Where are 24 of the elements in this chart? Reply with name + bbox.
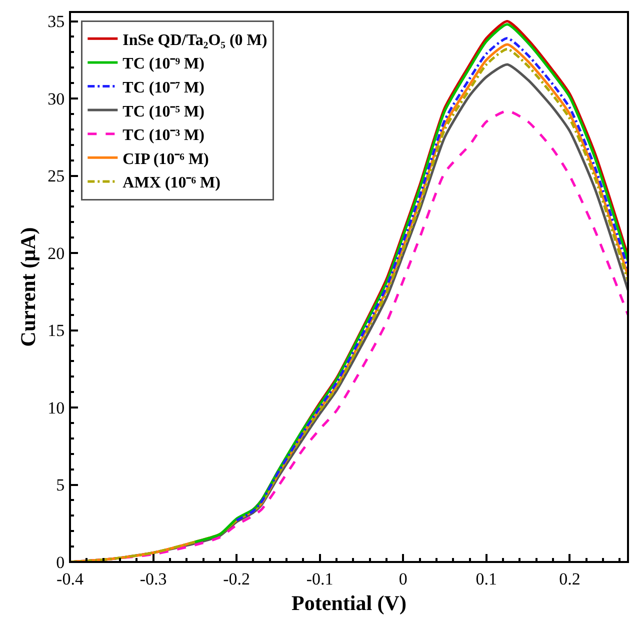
- y-tick-label: 30: [48, 89, 65, 108]
- x-tick-label: 0.1: [476, 569, 498, 588]
- legend-label: TC (10⁻⁷ M): [122, 79, 204, 96]
- legend-label: TC (10⁻⁹ M): [122, 56, 204, 73]
- legend-label: TC (10⁻⁵ M): [122, 103, 204, 120]
- y-tick-label: 10: [48, 398, 65, 418]
- x-tick-label: -0.2: [223, 569, 250, 588]
- y-axis-title: Current (μA): [16, 227, 40, 347]
- x-tick-label: 0: [398, 569, 408, 588]
- x-tick-label: -0.3: [140, 569, 167, 588]
- legend-label: AMX (10⁻⁶ M): [122, 174, 220, 192]
- x-tick-label: 0.2: [559, 569, 580, 588]
- legend-label: InSe QD/Ta₂O₅ (0 M): [122, 32, 268, 49]
- x-tick-label: -0.1: [306, 569, 334, 588]
- legend-label: CIP (10⁻⁶ M): [122, 150, 209, 168]
- y-tick-label: 15: [48, 321, 65, 340]
- x-tick-label: -0.4: [56, 569, 84, 588]
- y-tick-label: 5: [56, 476, 65, 495]
- legend-label: TC (10⁻³ M): [122, 127, 204, 144]
- y-tick-label: 20: [48, 244, 65, 263]
- y-tick-label: 35: [48, 12, 65, 32]
- x-axis-title: Potential (V): [292, 591, 406, 616]
- y-tick-label: 0: [56, 552, 65, 572]
- y-tick-label: 25: [48, 166, 65, 186]
